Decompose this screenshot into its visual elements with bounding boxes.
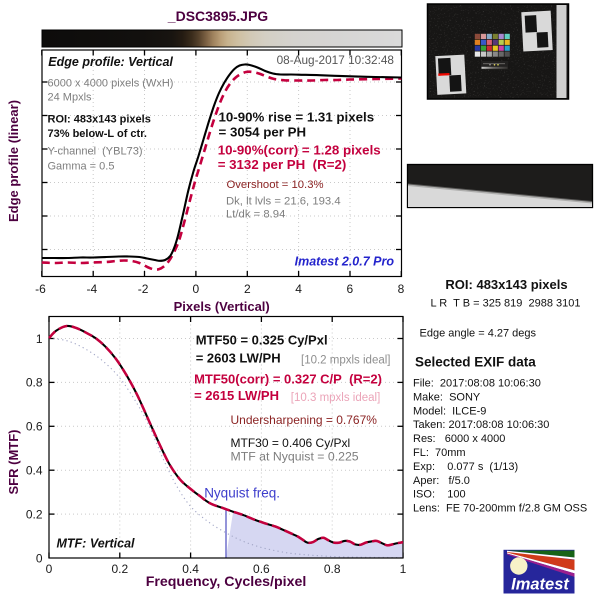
svg-text:= 2615 LW/PH: = 2615 LW/PH xyxy=(194,388,279,403)
svg-text:MTF50 = 0.325 Cy/Pxl: MTF50 = 0.325 Cy/Pxl xyxy=(196,333,328,348)
svg-text:Aper: f/5.0: Aper: f/5.0 xyxy=(413,475,470,487)
svg-text:Exp: 0.077 s (1/13): Exp: 0.077 s (1/13) xyxy=(413,461,518,473)
svg-text:ROI: 483x143 pixels: ROI: 483x143 pixels xyxy=(445,277,567,292)
svg-text:ROI: 483x143 pixels: ROI: 483x143 pixels xyxy=(48,114,151,126)
svg-text:0: 0 xyxy=(36,551,43,565)
svg-text:8: 8 xyxy=(398,282,405,296)
svg-text:24 Mpxls: 24 Mpxls xyxy=(48,92,93,104)
svg-text:Y-channel (YBL73): Y-channel (YBL73) xyxy=(48,146,143,158)
svg-text:6: 6 xyxy=(347,282,354,296)
svg-text:Undersharpening = 0.767%: Undersharpening = 0.767% xyxy=(231,413,378,427)
svg-text:0.6: 0.6 xyxy=(26,420,43,434)
svg-text:MTF30 = 0.406 Cy/Pxl: MTF30 = 0.406 Cy/Pxl xyxy=(231,436,351,450)
svg-text:0.2: 0.2 xyxy=(26,507,43,521)
svg-text:1: 1 xyxy=(400,562,407,576)
svg-text:Dk, lt lvls = 21.6, 193.4: Dk, lt lvls = 21.6, 193.4 xyxy=(226,196,341,208)
svg-text:2: 2 xyxy=(244,282,251,296)
svg-text:Edge profile: Vertical: Edge profile: Vertical xyxy=(48,55,173,69)
svg-text:Imatest: Imatest xyxy=(511,576,570,594)
svg-text:4: 4 xyxy=(295,282,302,296)
svg-text:= 3054 per PH: = 3054 per PH xyxy=(219,125,307,140)
svg-text:[10.3 mpxls ideal]: [10.3 mpxls ideal] xyxy=(291,392,381,404)
svg-text:MTF at Nyquist = 0.225: MTF at Nyquist = 0.225 xyxy=(231,450,359,464)
svg-text:0: 0 xyxy=(46,562,53,576)
svg-text:Nyquist freq.: Nyquist freq. xyxy=(204,486,280,501)
svg-text:Selected EXIF data: Selected EXIF data xyxy=(415,355,536,370)
svg-text:= 2603 LW/PH: = 2603 LW/PH xyxy=(196,351,281,366)
svg-text:0.2: 0.2 xyxy=(111,562,128,576)
svg-text:-2: -2 xyxy=(138,282,149,296)
svg-text:Taken: 2017:08:08 10:06:30: Taken: 2017:08:08 10:06:30 xyxy=(413,419,549,431)
svg-text:Model: ILCE-9: Model: ILCE-9 xyxy=(413,405,486,417)
svg-text:= 3132 per PH (R=2): = 3132 per PH (R=2) xyxy=(218,157,347,172)
svg-text:Res: 6000 x 4000: Res: 6000 x 4000 xyxy=(413,433,505,445)
svg-text:0: 0 xyxy=(193,282,200,296)
svg-text:Overshoot = 10.3%: Overshoot = 10.3% xyxy=(227,179,324,191)
svg-text:Lens: FE 70-200mm f/2.8 GM OS: Lens: FE 70-200mm f/2.8 GM OSS xyxy=(413,503,587,515)
svg-text:Edge profile (linear): Edge profile (linear) xyxy=(6,100,21,222)
svg-text:L R T B = 325 819 2988 3101: L R T B = 325 819 2988 3101 xyxy=(431,298,581,310)
svg-text:10-90%(corr) = 1.28 pixels: 10-90%(corr) = 1.28 pixels xyxy=(218,143,381,158)
svg-text:1: 1 xyxy=(36,332,43,346)
svg-text:73% below-L of ctr.: 73% below-L of ctr. xyxy=(48,128,147,140)
svg-text:Frequency, Cycles/pixel: Frequency, Cycles/pixel xyxy=(146,574,307,590)
svg-text:10-90% rise = 1.31 pixels: 10-90% rise = 1.31 pixels xyxy=(219,110,375,125)
svg-text:0.4: 0.4 xyxy=(26,464,43,478)
svg-text:-6: -6 xyxy=(35,282,46,296)
svg-text:FL: 70mm: FL: 70mm xyxy=(413,447,466,459)
svg-text:Lt/dk = 8.94: Lt/dk = 8.94 xyxy=(226,209,285,221)
svg-text:File: 2017:08:08 10:06:30: File: 2017:08:08 10:06:30 xyxy=(413,378,541,390)
svg-text:Make: SONY: Make: SONY xyxy=(413,391,481,403)
svg-text:6000 x 4000 pixels (WxH): 6000 x 4000 pixels (WxH) xyxy=(48,78,174,90)
svg-text:Pixels (Vertical): Pixels (Vertical) xyxy=(174,299,270,314)
svg-text:Edge angle = 4.27 degs: Edge angle = 4.27 degs xyxy=(420,328,537,340)
svg-text:_DSC3895.JPG: _DSC3895.JPG xyxy=(167,8,269,24)
svg-text:08-Aug-2017 10:32:48: 08-Aug-2017 10:32:48 xyxy=(277,53,395,67)
svg-text:ISO: 100: ISO: 100 xyxy=(413,489,466,501)
svg-text:0.6: 0.6 xyxy=(253,562,270,576)
svg-text:0.8: 0.8 xyxy=(26,376,43,390)
svg-text:MTF50(corr) = 0.327 C/P (R=2): MTF50(corr) = 0.327 C/P (R=2) xyxy=(194,372,382,387)
svg-text:MTF: Vertical: MTF: Vertical xyxy=(57,537,136,551)
svg-text:-4: -4 xyxy=(86,282,97,296)
svg-text:0.8: 0.8 xyxy=(324,562,341,576)
svg-text:Gamma = 0.5: Gamma = 0.5 xyxy=(48,161,115,173)
svg-text:[10.2 mpxls ideal]: [10.2 mpxls ideal] xyxy=(301,355,391,367)
svg-text:SFR (MTF): SFR (MTF) xyxy=(6,430,21,495)
svg-text:Imatest 2.0.7 Pro: Imatest 2.0.7 Pro xyxy=(295,255,395,269)
svg-text:0.4: 0.4 xyxy=(182,562,199,576)
